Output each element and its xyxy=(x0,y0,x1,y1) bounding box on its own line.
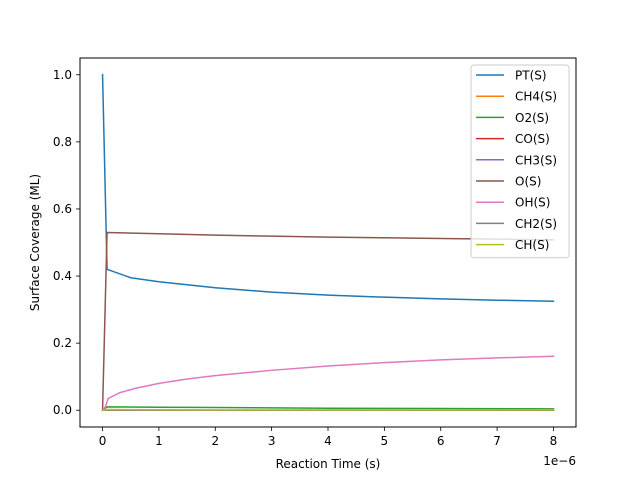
series-line-oh-s xyxy=(101,355,555,412)
legend-label-pt-s: PT(S) xyxy=(515,69,547,83)
legend: PT(S) CH4(S) O2(S) CO(S) CH3(S) O(S) OH(S) CH2(… xyxy=(470,64,570,259)
series-line-o2-s xyxy=(101,406,555,412)
legend-label-oh-s: OH(S) xyxy=(515,196,550,210)
series-line-ch-s xyxy=(101,408,555,412)
legend-label-o2-s: O2(S) xyxy=(515,111,549,125)
x-tick-label: 2 xyxy=(211,434,219,448)
x-tick-label: 4 xyxy=(324,434,332,448)
y-tick-label: 0.8 xyxy=(53,135,72,149)
legend-box xyxy=(470,64,570,259)
plot-lines xyxy=(101,74,555,412)
x-tick-label: 6 xyxy=(437,434,445,448)
legend-label-co-s: CO(S) xyxy=(515,132,550,146)
x-tick-label: 3 xyxy=(268,434,276,448)
x-tick-label: 8 xyxy=(550,434,558,448)
x-tick-label: 0 xyxy=(99,434,107,448)
series-line-pt-s xyxy=(101,74,555,302)
series-line-o-s xyxy=(101,231,555,411)
y-tick-label: 0.2 xyxy=(53,336,72,350)
y-tick-label: 0.0 xyxy=(53,403,72,417)
x-tick-label: 5 xyxy=(381,434,389,448)
y-tick-label: 0.6 xyxy=(53,202,72,216)
x-tick-label: 1 xyxy=(155,434,163,448)
legend-label-o-s: O(S) xyxy=(515,175,541,189)
x-axis-label: Reaction Time (s) xyxy=(276,457,381,471)
x-axis-ticks: 0 1 2 3 4 5 6 7 8 xyxy=(99,427,558,448)
y-axis-ticks: 0.0 0.2 0.4 0.6 0.8 1.0 xyxy=(53,68,80,417)
x-tick-label: 7 xyxy=(493,434,501,448)
y-tick-label: 0.4 xyxy=(53,269,72,283)
legend-label-ch4-s: CH4(S) xyxy=(515,90,557,104)
y-axis-label: Surface Coverage (ML) xyxy=(28,174,42,311)
y-tick-label: 1.0 xyxy=(53,68,72,82)
x-axis-offset-label: 1e−6 xyxy=(543,454,576,468)
legend-label-ch3-s: CH3(S) xyxy=(515,153,557,167)
legend-label-ch-s: CH(S) xyxy=(515,238,549,252)
legend-label-ch2-s: CH2(S) xyxy=(515,217,557,231)
